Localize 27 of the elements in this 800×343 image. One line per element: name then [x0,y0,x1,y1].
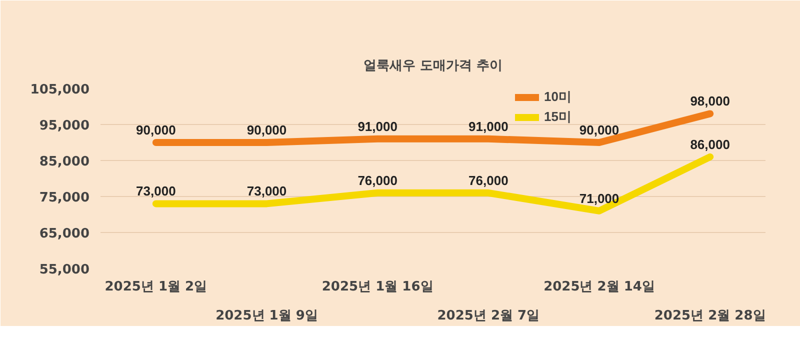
data-label: 76,000 [358,172,398,188]
y-tick-label: 85,000 [39,154,90,170]
x-tick-label: 2025년 1월 16일 [322,280,434,294]
data-label: 90,000 [246,122,287,138]
legend-label: 15미 [544,108,572,126]
legend-label: 10미 [544,88,572,106]
data-label: 91,000 [468,118,508,134]
data-label: 73,000 [246,184,287,199]
data-label: 90,000 [579,122,620,138]
y-tick-label: 65,000 [39,226,90,242]
y-tick-label: 105,000 [30,82,90,98]
data-label: 86,000 [690,136,730,152]
chart-title: 얼룩새우 도매가격 추이 [363,58,503,74]
x-tick-label: 2025년 1월 9일 [216,308,318,324]
data-label: 98,000 [690,94,730,109]
data-label: 90,000 [136,122,176,138]
x-tick-label: 2025년 2월 28일 [654,308,766,324]
data-label: 76,000 [468,172,508,188]
y-tick-label: 75,000 [39,190,90,206]
data-label: 91,000 [358,118,398,134]
data-label: 73,000 [136,184,176,199]
x-tick-label: 2025년 2월 7일 [437,308,540,324]
y-tick-label: 55,000 [39,262,90,278]
data-label: 71,000 [579,190,620,206]
x-tick-label: 2025년 2월 14일 [544,280,655,294]
x-tick-label: 2025년 1월 2일 [104,280,208,294]
y-tick-label: 95,000 [39,118,90,134]
